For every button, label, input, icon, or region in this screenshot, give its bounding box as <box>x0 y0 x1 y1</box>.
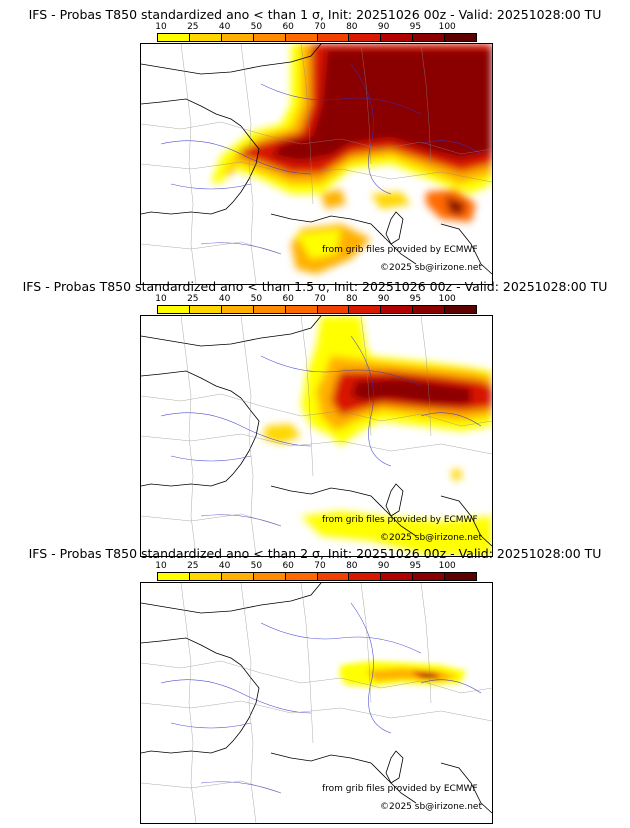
scale-tick-label: 100 <box>438 294 456 304</box>
scale-swatch <box>381 573 414 580</box>
scale-tick-label: 90 <box>377 294 390 304</box>
scale-swatch <box>221 573 254 580</box>
scale-tick-label: 95 <box>409 22 422 32</box>
scale-swatch <box>285 573 318 580</box>
scale-swatch <box>158 34 190 41</box>
scale-swatch <box>381 34 414 41</box>
scale-tick-label: 90 <box>377 22 390 32</box>
scale-tick-label: 60 <box>282 22 294 32</box>
scale-tick-label: 40 <box>218 294 231 304</box>
copyright-text: ©2025 sb@irizone.net <box>380 802 482 812</box>
scale-tick-label: 70 <box>314 561 326 571</box>
probability-map <box>140 315 493 557</box>
scale-tick-label: 25 <box>187 294 199 304</box>
scale-tick-label: 10 <box>155 294 167 304</box>
scale-swatch <box>349 306 382 313</box>
scale-tick-label: 50 <box>250 294 263 304</box>
scale-tick-label: 40 <box>218 561 231 571</box>
scale-swatch <box>445 306 477 313</box>
scale-swatch <box>285 306 318 313</box>
scale-tick-label: 95 <box>409 561 422 571</box>
scale-swatch <box>413 573 446 580</box>
color-scale-labels: 10 25 40 50 60 70 80 90 95 100 <box>146 294 486 304</box>
color-scale-labels: 10 25 40 50 60 70 80 90 95 100 <box>146 561 486 571</box>
scale-tick-label: 10 <box>155 22 167 32</box>
copyright-text: ©2025 sb@irizone.net <box>380 263 482 273</box>
map-svg <box>141 583 492 823</box>
probability-map <box>140 582 493 824</box>
scale-swatch <box>189 34 222 41</box>
map-panel-1: IFS - Probas T850 standardized ano < tha… <box>0 7 630 285</box>
color-scale-labels: 10 25 40 50 60 70 80 90 95 100 <box>146 22 486 32</box>
color-scale-bar <box>157 572 477 581</box>
scale-swatch <box>253 34 286 41</box>
scale-swatch <box>349 573 382 580</box>
scale-swatch <box>445 573 477 580</box>
map-panel-2: IFS - Probas T850 standardized ano < tha… <box>0 279 630 557</box>
scale-tick-label: 70 <box>314 294 326 304</box>
scale-swatch <box>158 306 190 313</box>
scale-tick-label: 60 <box>282 294 294 304</box>
scale-swatch <box>158 573 190 580</box>
scale-tick-label: 80 <box>346 561 358 571</box>
copyright-text: ©2025 sb@irizone.net <box>380 533 482 543</box>
scale-tick-label: 40 <box>218 22 231 32</box>
source-credit: from grib files provided by ECMWF <box>322 515 478 525</box>
scale-swatch <box>221 306 254 313</box>
scale-swatch <box>317 573 350 580</box>
scale-swatch <box>253 306 286 313</box>
source-credit: from grib files provided by ECMWF <box>322 245 478 255</box>
map-svg <box>141 44 492 284</box>
color-scale-bar <box>157 33 477 42</box>
scale-swatch <box>285 34 318 41</box>
scale-swatch <box>317 34 350 41</box>
map-svg <box>141 316 492 556</box>
scale-tick-label: 90 <box>377 561 390 571</box>
panel-title: IFS - Probas T850 standardized ano < tha… <box>28 7 602 22</box>
scale-tick-label: 50 <box>250 22 263 32</box>
scale-tick-label: 100 <box>438 561 456 571</box>
scale-swatch <box>253 573 286 580</box>
scale-tick-label: 100 <box>438 22 456 32</box>
source-credit: from grib files provided by ECMWF <box>322 784 478 794</box>
probability-map <box>140 43 493 285</box>
scale-tick-label: 80 <box>346 294 358 304</box>
scale-tick-label: 25 <box>187 22 199 32</box>
scale-swatch <box>381 306 414 313</box>
scale-tick-label: 50 <box>250 561 263 571</box>
map-panel-3: IFS - Probas T850 standardized ano < tha… <box>0 546 630 824</box>
scale-tick-label: 95 <box>409 294 422 304</box>
scale-swatch <box>413 34 446 41</box>
scale-swatch <box>317 306 350 313</box>
scale-swatch <box>445 34 477 41</box>
panel-title: IFS - Probas T850 standardized ano < tha… <box>28 546 602 561</box>
scale-swatch <box>221 34 254 41</box>
scale-swatch <box>189 306 222 313</box>
scale-swatch <box>189 573 222 580</box>
scale-tick-label: 60 <box>282 561 294 571</box>
panel-title: IFS - Probas T850 standardized ano < tha… <box>22 279 608 294</box>
color-scale-bar <box>157 305 477 314</box>
scale-swatch <box>349 34 382 41</box>
scale-tick-label: 10 <box>155 561 167 571</box>
scale-tick-label: 80 <box>346 22 358 32</box>
scale-swatch <box>413 306 446 313</box>
scale-tick-label: 70 <box>314 22 326 32</box>
scale-tick-label: 25 <box>187 561 199 571</box>
